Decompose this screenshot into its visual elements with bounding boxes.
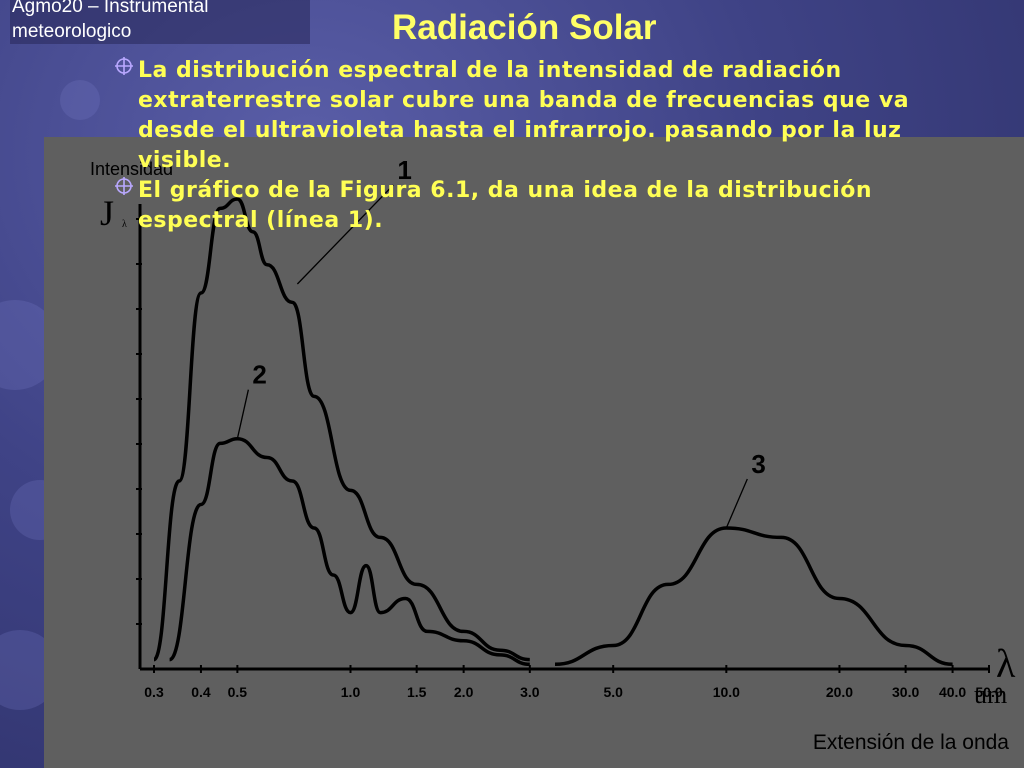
series-2-curve bbox=[168, 436, 530, 667]
x-tick-label: 1.0 bbox=[341, 684, 361, 700]
curve-leader-line bbox=[236, 389, 250, 439]
y-axis-label: Intensidad bbox=[90, 159, 173, 179]
x-tick-label: 0.3 bbox=[144, 684, 164, 700]
x-tick-label: 1.5 bbox=[407, 684, 427, 700]
spectral-chart: 0.3 0.4 0.5 1.0 1.5 2.0 3.0 5.0 10.0 20.0 30.0 40.0… bbox=[90, 155, 1016, 754]
course-line-2: meteorologico bbox=[10, 19, 310, 44]
bullet-text: El gráfico de la Figura 6.1, da una idea… bbox=[138, 178, 873, 233]
y-axis-symbol: J bbox=[100, 193, 114, 233]
background-bubble bbox=[60, 80, 100, 120]
curve-leader-line bbox=[725, 478, 748, 529]
curve-label: 3 bbox=[751, 449, 765, 479]
chart-curves bbox=[152, 197, 953, 667]
series-1-curve bbox=[152, 197, 530, 662]
crosshair-bullet-icon bbox=[115, 177, 133, 195]
x-tick-label: 40.0 bbox=[939, 684, 966, 700]
chart-labels: 0.3 0.4 0.5 1.0 1.5 2.0 3.0 5.0 10.0 20.0 30.0 40.0… bbox=[90, 155, 1016, 754]
x-tick-label: 20.0 bbox=[826, 684, 853, 700]
crosshair-bullet-icon bbox=[115, 57, 133, 75]
curve-label: 1 bbox=[397, 155, 411, 185]
x-axis-symbol: λ bbox=[996, 641, 1016, 686]
bullet-item: El gráfico de la Figura 6.1, da una idea… bbox=[114, 176, 994, 236]
x-tick-label: 5.0 bbox=[603, 684, 623, 700]
x-tick-label: 0.4 bbox=[191, 684, 211, 700]
course-header: Agmo20 – Instrumental meteorologico bbox=[10, 0, 310, 44]
x-tick-label: 30.0 bbox=[892, 684, 919, 700]
x-tick-label: 3.0 bbox=[520, 684, 540, 700]
curve-label: 2 bbox=[252, 360, 266, 390]
x-tick-label: 50.0 bbox=[975, 684, 1002, 700]
x-axis-label: Extensión de la onda bbox=[813, 731, 1009, 754]
slide-title: Radiación Solar bbox=[392, 8, 657, 47]
bullet-text: La distribución espectral de la intensid… bbox=[138, 58, 910, 173]
bullet-item: La distribución espectral de la intensid… bbox=[114, 56, 994, 176]
x-tick-label: 2.0 bbox=[454, 684, 474, 700]
chart-axes bbox=[136, 204, 990, 673]
x-tick-label: 10.0 bbox=[713, 684, 740, 700]
x-tick-label: 0.5 bbox=[228, 684, 248, 700]
course-line-1: Agmo20 – Instrumental bbox=[10, 0, 310, 19]
bullet-list: La distribución espectral de la intensid… bbox=[114, 56, 994, 236]
series-3-curve bbox=[554, 526, 953, 667]
x-axis-unit: um bbox=[974, 680, 1007, 709]
y-axis-subscript: λ bbox=[122, 219, 127, 230]
spectral-figure: 0.3 0.4 0.5 1.0 1.5 2.0 3.0 5.0 10.0 20.0 30.0 40.0… bbox=[44, 137, 1024, 768]
curve-leader-line bbox=[296, 184, 394, 285]
